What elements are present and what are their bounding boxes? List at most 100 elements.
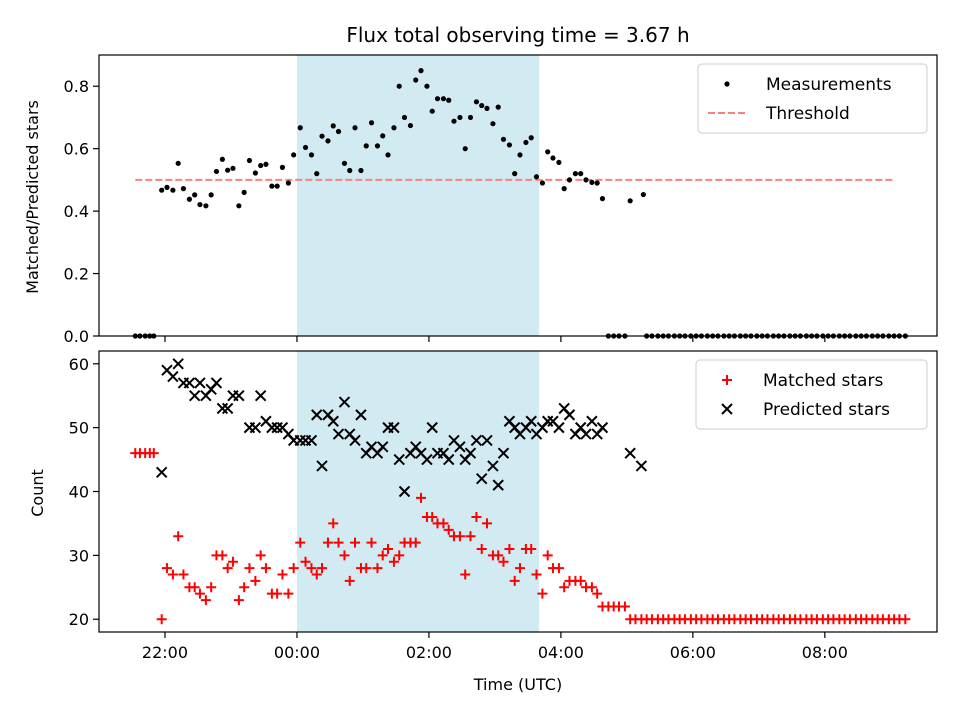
measurement-point [424,83,430,89]
bottom-x-axis: 22:00 00:00 02:00 04:00 06:00 08:00 [142,632,848,662]
x-axis-label: Time (UTC) [473,675,562,694]
matched-star-point [217,550,228,561]
predicted-star-point [332,428,345,440]
matched-star-point [592,588,603,599]
measurement-point [556,159,562,166]
measurement-point [325,138,331,144]
predicted-star-point [487,460,499,472]
matched-star-point [476,543,487,554]
predicted-star-point [155,466,168,479]
predicted-star-point [327,415,339,427]
measurement-point [159,187,165,193]
matched-star-point [206,582,217,593]
x-tick-label: 22:00 [142,643,188,662]
measurement-point [473,99,480,105]
x-tick-label: 06:00 [670,643,716,662]
measurement-point [341,160,348,166]
predicted-star-point [497,447,510,459]
measurement-point [363,143,369,149]
measurement-point [599,196,606,202]
matched-star-point [227,556,238,567]
matched-star-point [306,563,317,574]
matched-star-point [410,537,421,548]
legend-label-threshold: Threshold [765,104,850,124]
predicted-star-point [254,389,267,402]
measurement-point [479,102,485,109]
predicted-star-point [266,421,278,434]
matched-star-point [553,563,564,574]
matched-star-point [504,543,515,554]
legend-label-measurements: Measurements [766,75,892,95]
matched-star-point [383,543,394,554]
matched-star-point [194,588,205,599]
measurement-point [451,118,457,124]
matched-star-point [311,569,322,580]
matched-star-point [178,569,189,580]
measurement-point [279,164,286,170]
measurement-point [407,122,414,129]
predicted-star-point [553,421,565,434]
predicted-star-point [338,396,351,408]
measurement-point [374,143,381,149]
matched-star-point [277,569,288,580]
measurement-point [589,179,595,185]
y-tick-label: 0.2 [64,265,89,284]
predicted-star-point [476,473,488,485]
predicted-star-point [388,421,400,434]
measurement-point [594,180,600,186]
matched-star-point [537,588,548,599]
measurement-point [192,192,198,198]
matched-star-point [350,537,361,548]
predicted-star-point [470,434,483,447]
y-tick-label: 0.4 [64,202,89,221]
measurement-point [429,108,435,114]
predicted-star-point [624,447,636,459]
top-panel: 0.00.20.40.60.8 Matched/Predicted stars … [23,54,938,346]
matched-star-point [255,550,266,561]
matched-star-point [333,537,344,548]
measurement-point [446,97,452,103]
measurement-point [180,186,187,192]
y-tick-label: 20 [69,610,89,629]
legend-box [697,63,928,134]
measurement-point [467,114,474,121]
measurement-point [484,105,490,111]
measurement-point [258,162,264,169]
matched-star-point [317,563,328,574]
measurement-point [319,133,325,139]
measurement-point [175,160,181,166]
predicted-star-point [443,453,455,466]
measurement-point [401,114,408,121]
x-tick-label: 08:00 [802,643,848,662]
measurement-point [506,142,513,148]
predicted-star-point [233,389,245,402]
matched-star-point [498,556,509,567]
matched-star-point [283,588,294,599]
predicted-star-point [221,402,234,415]
matched-star-point [394,550,405,561]
matched-star-point [361,563,372,574]
matched-stars-points [130,448,911,625]
legend-label-matched: Matched stars [763,371,883,391]
measurement-point [285,180,291,186]
measurement-point [252,170,258,176]
measurement-point [391,125,397,131]
predicted-star-point [541,415,554,427]
matched-star-point [619,601,630,612]
measurement-point [545,149,551,155]
predicted-star-point [398,485,411,498]
matched-star-point [514,563,525,574]
matched-star-point [239,582,250,593]
measurement-point [164,184,170,190]
measurement-point [225,167,231,173]
measurement-point [203,203,209,209]
matched-star-point [443,524,454,535]
predicted-star-point [377,441,389,453]
legend-marker-measurements [724,81,730,87]
predicted-star-point [525,415,537,427]
matched-star-point [244,563,255,574]
measurement-point [385,152,391,158]
measurement-point [197,201,203,208]
matched-star-point [586,582,597,593]
matched-star-point [575,575,586,586]
